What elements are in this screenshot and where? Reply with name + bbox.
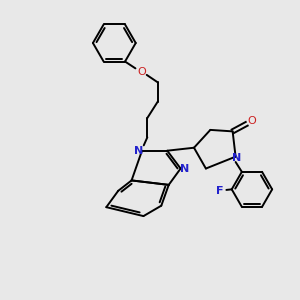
- Text: O: O: [248, 116, 256, 126]
- Text: N: N: [180, 164, 190, 173]
- Text: O: O: [137, 67, 146, 77]
- Text: N: N: [134, 146, 143, 156]
- Text: F: F: [216, 186, 224, 196]
- Text: N: N: [232, 153, 242, 163]
